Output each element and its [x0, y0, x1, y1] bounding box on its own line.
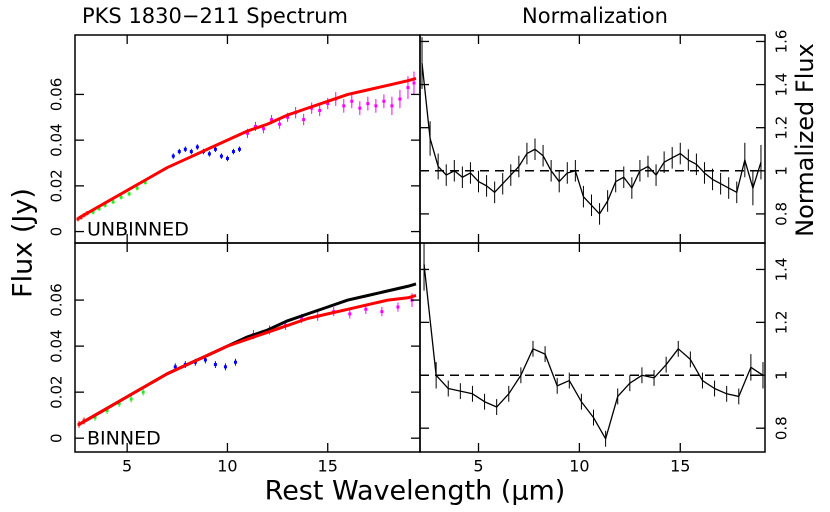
data-point	[135, 186, 139, 190]
plot-area	[76, 71, 417, 222]
x-tick-label: 15	[670, 457, 690, 476]
data-point	[300, 316, 304, 320]
x-tick-label: 10	[217, 457, 237, 476]
data-point	[103, 203, 107, 207]
series-line	[423, 264, 764, 440]
y-tick-label: 1.6	[773, 30, 791, 54]
data-point	[93, 415, 97, 419]
panel-annotation: BINNED	[87, 428, 161, 450]
y-tick-label: 1	[773, 166, 791, 176]
y-tick-label: 0.06	[48, 78, 66, 111]
y-tick-label: 1	[773, 371, 791, 381]
data-point	[173, 365, 177, 369]
y-axis-label: Normalized Flux	[791, 43, 819, 237]
data-point	[374, 104, 378, 108]
panel-title: Normalization	[522, 4, 668, 28]
data-point	[254, 124, 258, 128]
x-tick-label: 5	[122, 457, 132, 476]
data-point	[348, 312, 352, 316]
data-point	[195, 145, 199, 149]
y-tick-label: 0.8	[773, 202, 791, 226]
panel-frame	[419, 242, 766, 453]
data-point	[366, 102, 370, 106]
plot-area	[77, 282, 417, 428]
data-point	[141, 390, 145, 394]
data-point	[105, 409, 109, 413]
plot-area	[420, 243, 765, 447]
data-point	[225, 156, 229, 160]
y-tick-label: 0.04	[48, 329, 66, 362]
y-tick-label: 0.8	[773, 416, 791, 440]
data-point	[398, 97, 402, 101]
data-point	[111, 200, 115, 204]
data-point	[342, 104, 346, 108]
data-point	[171, 154, 175, 158]
x-tick-label: 5	[473, 457, 483, 476]
x-tick-label: 15	[318, 457, 338, 476]
data-point	[97, 207, 101, 211]
data-point	[412, 81, 416, 85]
data-point	[326, 102, 330, 106]
data-point	[396, 305, 400, 309]
data-point	[390, 104, 394, 108]
data-point	[177, 150, 181, 154]
y-tick-label: 1.4	[773, 258, 791, 282]
data-point	[117, 402, 121, 406]
panel-title: PKS 1830−211 Spectrum	[82, 4, 348, 28]
data-point	[246, 131, 249, 135]
data-point	[183, 147, 187, 151]
y-tick-label: 0.02	[48, 169, 66, 202]
series-line	[421, 62, 762, 215]
data-point	[380, 310, 384, 314]
data-point	[76, 217, 80, 221]
data-point	[364, 307, 368, 311]
data-point	[213, 363, 217, 367]
plot-area	[420, 37, 765, 225]
data-point	[237, 147, 241, 151]
series-line	[78, 76, 417, 220]
data-point	[119, 195, 123, 199]
panel-frame	[419, 34, 766, 244]
data-point	[358, 106, 362, 110]
data-point	[233, 360, 237, 364]
x-tick-label: 10	[569, 457, 589, 476]
data-point	[203, 358, 207, 362]
y-tick-label: 0.04	[48, 123, 66, 156]
data-point	[406, 86, 410, 90]
panel-frame	[74, 242, 421, 453]
panel-frame	[74, 34, 421, 244]
data-point	[143, 180, 147, 184]
data-point	[207, 152, 211, 156]
y-tick-label: 0	[48, 227, 66, 237]
y-tick-label: 0.02	[48, 375, 66, 408]
data-point	[286, 115, 290, 119]
data-point	[91, 210, 95, 214]
data-point	[262, 127, 266, 131]
data-point	[231, 150, 235, 154]
x-axis-label: Rest Wavelength (μm)	[265, 476, 566, 507]
y-tick-label: 1.4	[773, 73, 791, 97]
series-line	[78, 294, 417, 426]
data-point	[270, 118, 274, 122]
data-point	[278, 122, 282, 126]
data-point	[213, 147, 217, 151]
y-axis-label: Flux (Jy)	[8, 188, 39, 298]
data-point	[318, 108, 322, 112]
y-tick-label: 1.2	[773, 116, 791, 140]
data-point	[350, 99, 354, 103]
data-point	[219, 154, 223, 158]
data-point	[129, 397, 133, 401]
data-point	[382, 99, 386, 103]
data-point	[302, 118, 306, 122]
panel-annotation: UNBINNED	[87, 219, 189, 241]
y-tick-label: 1.2	[773, 310, 791, 334]
data-point	[223, 365, 227, 369]
data-point	[189, 150, 193, 154]
y-tick-label: 0.06	[48, 283, 66, 316]
data-point	[127, 192, 131, 196]
y-tick-label: 0	[48, 433, 66, 443]
